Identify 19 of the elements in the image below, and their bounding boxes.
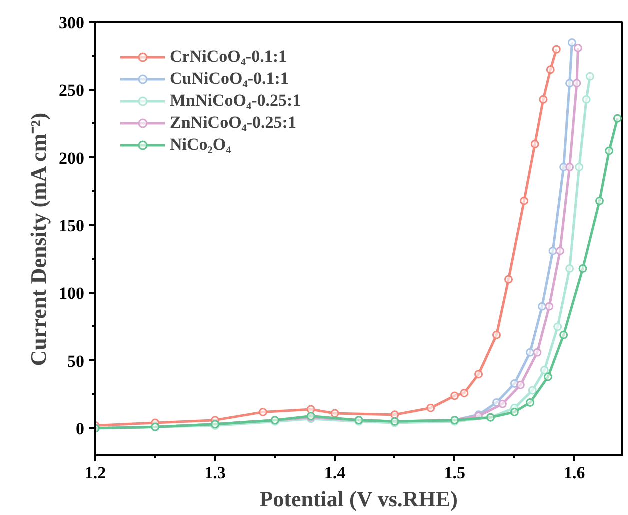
legend-label: NiCo₂O₄	[170, 135, 232, 155]
y-tick-label: 150	[59, 216, 84, 236]
y-tick-label: 50	[68, 352, 84, 371]
y-tick-label: 250	[59, 81, 84, 100]
y-tick-label: 300	[59, 14, 84, 32]
y-axis-title: Current Density (mA cm⁻²)	[26, 112, 51, 366]
legend-label: CuNiCoO₄-0.1:1	[170, 69, 289, 89]
y-tick-label: 100	[59, 284, 84, 304]
x-tick-label: 1.6	[564, 464, 586, 482]
legend-label: CrNiCoO₄-0.1:1	[170, 47, 287, 67]
x-tick-label: 1.3	[204, 464, 226, 482]
x-tick-label: 1.5	[444, 464, 466, 482]
y-tick-label: 0	[76, 419, 84, 438]
legend-label: MnNiCoO₄-0.25:1	[170, 91, 302, 111]
x-tick-label: 1.4	[324, 464, 346, 482]
x-tick-label: 1.2	[84, 464, 106, 482]
x-axis-title: Potential (V vs.RHE)	[260, 486, 458, 512]
y-tick-label: 200	[59, 148, 84, 168]
legend-label: ZnNiCoO₄-0.25:1	[170, 113, 296, 133]
